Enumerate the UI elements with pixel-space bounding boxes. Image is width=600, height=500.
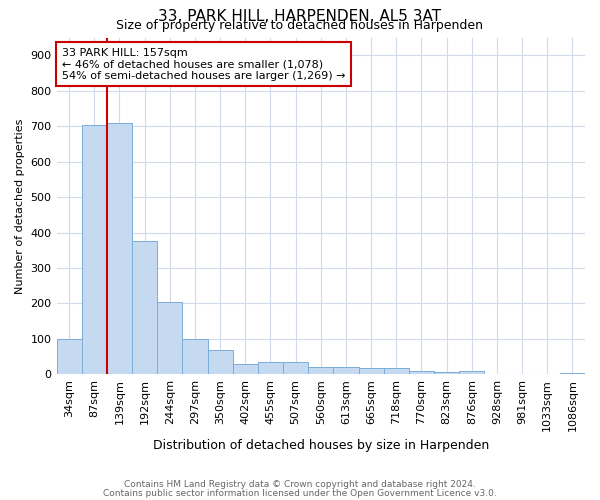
Y-axis label: Number of detached properties: Number of detached properties	[15, 118, 25, 294]
Text: Contains HM Land Registry data © Crown copyright and database right 2024.: Contains HM Land Registry data © Crown c…	[124, 480, 476, 489]
Bar	[82, 125, 107, 374]
Bar	[359, 368, 383, 374]
Bar	[409, 371, 434, 374]
Bar	[308, 366, 334, 374]
Bar	[233, 364, 258, 374]
Bar	[157, 302, 182, 374]
Bar	[132, 242, 157, 374]
Bar	[208, 350, 233, 374]
Bar	[560, 372, 585, 374]
Bar	[258, 362, 283, 374]
Bar	[334, 366, 359, 374]
Text: Contains public sector information licensed under the Open Government Licence v3: Contains public sector information licen…	[103, 488, 497, 498]
Bar	[434, 372, 459, 374]
Bar	[283, 362, 308, 374]
Text: 33 PARK HILL: 157sqm
← 46% of detached houses are smaller (1,078)
54% of semi-de: 33 PARK HILL: 157sqm ← 46% of detached h…	[62, 48, 346, 81]
Text: 33, PARK HILL, HARPENDEN, AL5 3AT: 33, PARK HILL, HARPENDEN, AL5 3AT	[158, 9, 442, 24]
Text: Size of property relative to detached houses in Harpenden: Size of property relative to detached ho…	[116, 19, 484, 32]
X-axis label: Distribution of detached houses by size in Harpenden: Distribution of detached houses by size …	[152, 440, 489, 452]
Bar	[182, 339, 208, 374]
Bar	[383, 368, 409, 374]
Bar	[56, 339, 82, 374]
Bar	[107, 122, 132, 374]
Bar	[459, 371, 484, 374]
